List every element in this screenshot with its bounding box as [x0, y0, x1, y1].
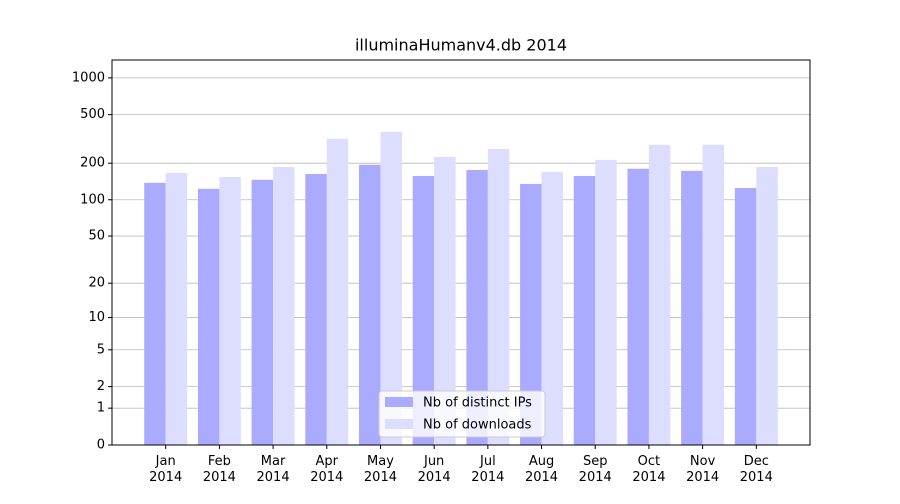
- bar: [326, 138, 349, 445]
- bar: [434, 156, 456, 445]
- bar: [412, 175, 435, 445]
- bar: [627, 168, 649, 445]
- bar: [380, 131, 402, 446]
- x-tick-label: Feb 2014: [203, 454, 236, 485]
- x-tick-label: Oct 2014: [632, 454, 665, 485]
- y-tick-label: 200: [80, 156, 105, 171]
- x-tick-label: Apr 2014: [310, 454, 343, 485]
- plot-frame: [111, 59, 811, 446]
- bar: [305, 173, 327, 445]
- bar: [520, 183, 542, 445]
- x-tick-label: Jul 2014: [471, 454, 504, 485]
- bar: [219, 176, 241, 445]
- x-tick-label: Jan 2014: [149, 454, 182, 485]
- bar: [466, 169, 488, 445]
- y-tick-label: 100: [80, 192, 105, 207]
- bar: [702, 144, 725, 445]
- x-tick-label: Nov 2014: [686, 454, 719, 485]
- y-tick-label: 500: [80, 107, 105, 122]
- y-tick-label: 0: [97, 438, 105, 453]
- bar: [756, 167, 778, 445]
- x-tick-label: May 2014: [364, 454, 397, 485]
- bar: [358, 164, 381, 445]
- y-tick-label: 2: [97, 379, 105, 394]
- legend-label: Nb of distinct IPs: [423, 396, 532, 411]
- y-tick-label: 10: [88, 310, 105, 325]
- y-tick-label: 1000: [72, 70, 105, 85]
- x-tick-label: Aug 2014: [525, 454, 558, 485]
- bar: [681, 170, 703, 445]
- x-tick-label: Sep 2014: [579, 454, 612, 485]
- x-tick-label: Mar 2014: [257, 454, 290, 485]
- bar: [541, 171, 564, 446]
- bar: [487, 148, 510, 445]
- bar: [734, 187, 757, 445]
- bar: [595, 159, 617, 445]
- y-tick-label: 5: [97, 342, 105, 357]
- bar: [144, 182, 166, 445]
- legend-swatch: [385, 419, 413, 429]
- chart-title: illuminaHumanv4.db 2014: [355, 36, 567, 55]
- legend-swatch: [385, 397, 413, 407]
- x-tick-label: Jun 2014: [418, 454, 451, 485]
- bar: [573, 175, 596, 445]
- y-tick-label: 50: [88, 229, 105, 244]
- legend-label: Nb of downloads: [423, 418, 532, 433]
- bar: [648, 144, 671, 445]
- bar: [251, 179, 274, 445]
- legend-box: [378, 390, 546, 438]
- bar: [165, 173, 188, 446]
- y-tick-label: 1: [97, 401, 105, 416]
- y-tick-label: 20: [88, 276, 105, 291]
- x-tick-label: Dec 2014: [740, 454, 773, 485]
- bar: [273, 167, 295, 445]
- bar: [197, 188, 220, 445]
